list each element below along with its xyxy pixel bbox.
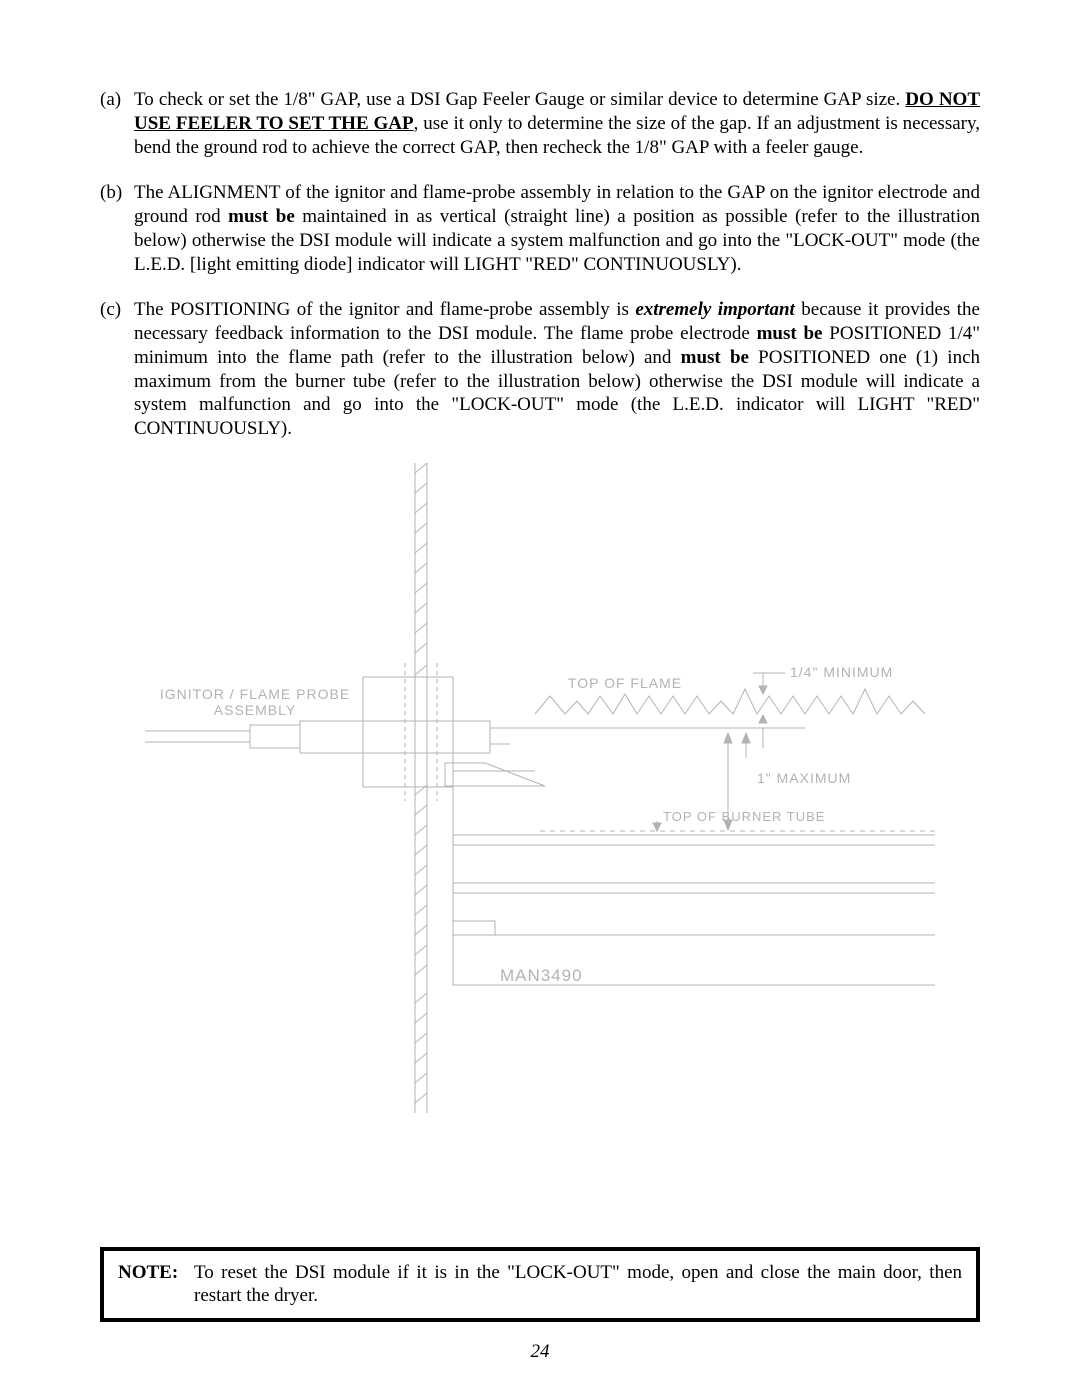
marker-a: (a) bbox=[100, 88, 134, 159]
mustbe-c1: must be bbox=[757, 323, 823, 344]
paragraph-c: (c) The POSITIONING of the ignitor and f… bbox=[100, 298, 980, 441]
mustbe-b: must be bbox=[228, 206, 295, 227]
body-c: The POSITIONING of the ignitor and flame… bbox=[134, 298, 980, 441]
marker-b: (b) bbox=[100, 181, 134, 276]
emph-c: extremely important bbox=[635, 299, 795, 320]
marker-c: (c) bbox=[100, 298, 134, 441]
body-b: The ALIGNMENT of the ignitor and flame-p… bbox=[134, 181, 980, 276]
text-a1: To check or set the 1/8" GAP, use a DSI … bbox=[134, 89, 905, 110]
paragraph-list: (a) To check or set the 1/8" GAP, use a … bbox=[100, 88, 980, 441]
note-text: To reset the DSI module if it is in the … bbox=[194, 1261, 962, 1309]
label-quarter-min: 1/4" MINIMUM bbox=[790, 664, 893, 680]
page: (a) To check or set the 1/8" GAP, use a … bbox=[0, 0, 1080, 1397]
label-top-of-flame: TOP OF FLAME bbox=[568, 675, 682, 691]
mustbe-c2: must be bbox=[681, 347, 749, 368]
diagram: IGNITOR / FLAME PROBE ASSEMBLY TOP OF FL… bbox=[145, 463, 935, 1113]
label-assembly-1: IGNITOR / FLAME PROBE bbox=[160, 686, 350, 702]
page-number: 24 bbox=[0, 1341, 1080, 1363]
diagram-svg: IGNITOR / FLAME PROBE ASSEMBLY TOP OF FL… bbox=[145, 463, 935, 1113]
label-top-of-burner: TOP OF BURNER TUBE bbox=[663, 809, 825, 824]
label-drawing-no: MAN3490 bbox=[500, 966, 583, 985]
text-c1: The POSITIONING of the ignitor and flame… bbox=[134, 299, 635, 320]
paragraph-b: (b) The ALIGNMENT of the ignitor and fla… bbox=[100, 181, 980, 276]
note-box: NOTE: To reset the DSI module if it is i… bbox=[100, 1247, 980, 1323]
label-one-max: 1" MAXIMUM bbox=[757, 770, 851, 786]
paragraph-a: (a) To check or set the 1/8" GAP, use a … bbox=[100, 88, 980, 159]
body-a: To check or set the 1/8" GAP, use a DSI … bbox=[134, 88, 980, 159]
note-label: NOTE: bbox=[118, 1261, 194, 1309]
label-assembly-2: ASSEMBLY bbox=[214, 702, 296, 718]
